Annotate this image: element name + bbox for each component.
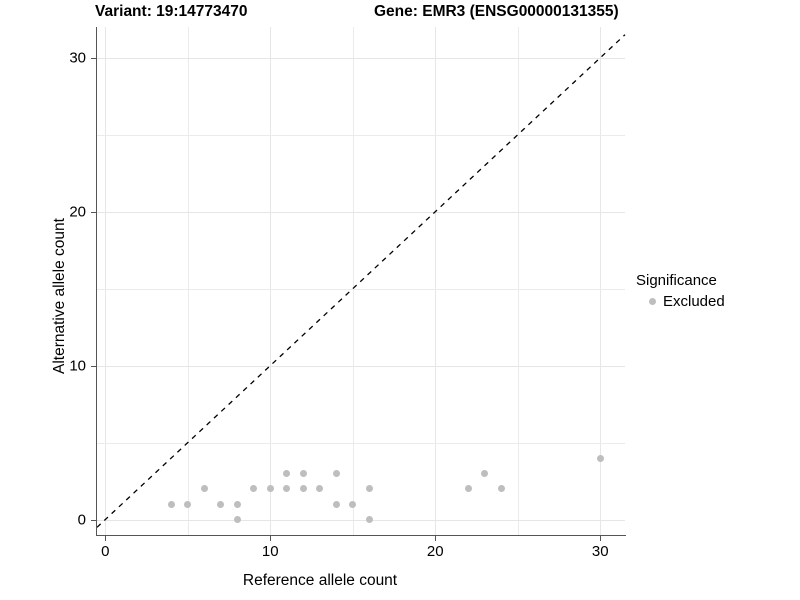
y-axis-tick — [91, 519, 96, 521]
scatter-point — [233, 500, 241, 508]
y-axis-label: Alternative allele count — [51, 218, 68, 374]
gridline-vertical — [187, 27, 189, 535]
scatter-point — [283, 485, 291, 493]
plot-panel — [96, 27, 626, 535]
y-axis-tick-label: 20 — [69, 203, 86, 221]
legend-item[interactable]: Excluded — [643, 292, 800, 310]
y-axis-tick — [91, 211, 96, 213]
gridline-vertical — [270, 27, 272, 535]
variant-title: Variant: 19:14773470 — [95, 3, 248, 20]
scatter-point — [332, 469, 340, 477]
legend-items: Excluded — [636, 292, 800, 310]
scatter-point — [250, 485, 258, 493]
gridline-horizontal — [97, 134, 625, 136]
x-axis-tick — [105, 536, 107, 541]
scatter-point — [217, 500, 225, 508]
x-axis-line — [96, 535, 626, 537]
x-axis-tick — [600, 536, 602, 541]
gridline-vertical — [352, 27, 354, 535]
scatter-point — [299, 469, 307, 477]
y-axis-tick — [91, 57, 96, 59]
identity-reference-line — [96, 34, 626, 528]
x-axis-tick-label: 10 — [261, 543, 279, 560]
gridline-vertical — [435, 27, 437, 535]
legend-title: Significance — [636, 272, 717, 289]
scatter-point — [233, 516, 241, 524]
scatter-point — [283, 469, 291, 477]
scatter-point — [332, 500, 340, 508]
scatter-point — [464, 485, 472, 493]
scatter-point — [497, 485, 505, 493]
gridline-horizontal — [97, 288, 625, 290]
scatter-point — [365, 516, 373, 524]
scatter-point — [299, 485, 307, 493]
scatter-point — [596, 454, 604, 462]
legend-marker-dot-icon — [643, 292, 661, 310]
gridline-horizontal — [97, 211, 625, 213]
scatter-point — [266, 485, 274, 493]
x-axis-tick — [435, 536, 437, 541]
gridline-horizontal — [97, 519, 625, 521]
x-axis-tick-label: 30 — [591, 543, 609, 560]
gridline-vertical — [105, 27, 107, 535]
scatter-point — [365, 485, 373, 493]
legend-item-label: Excluded — [663, 292, 725, 310]
y-axis-tick — [91, 365, 96, 367]
gridline-horizontal — [97, 442, 625, 444]
x-axis-tick-label: 0 — [101, 543, 110, 560]
x-axis-label: Reference allele count — [242, 572, 398, 589]
gridline-vertical — [517, 27, 519, 535]
y-axis-tick-label: 30 — [69, 49, 86, 67]
y-axis-tick-label: 10 — [69, 357, 86, 375]
scatter-point — [167, 500, 175, 508]
scatter-point — [316, 485, 324, 493]
scatter-point — [184, 500, 192, 508]
gene-title: Gene: EMR3 (ENSG00000131355) — [374, 3, 619, 20]
gridline-horizontal — [97, 365, 625, 367]
y-axis-line — [96, 27, 98, 536]
x-axis-tick — [270, 536, 272, 541]
chart-title-row: Variant: 19:14773470 Gene: EMR3 (ENSG000… — [0, 3, 640, 27]
legend: Significance Excluded — [636, 272, 800, 310]
y-axis-tick-label: 0 — [77, 511, 86, 529]
scatter-point — [200, 485, 208, 493]
x-axis-tick-label: 20 — [426, 543, 444, 560]
gridline-horizontal — [97, 57, 625, 59]
scatter-point — [481, 469, 489, 477]
scatter-point — [349, 500, 357, 508]
